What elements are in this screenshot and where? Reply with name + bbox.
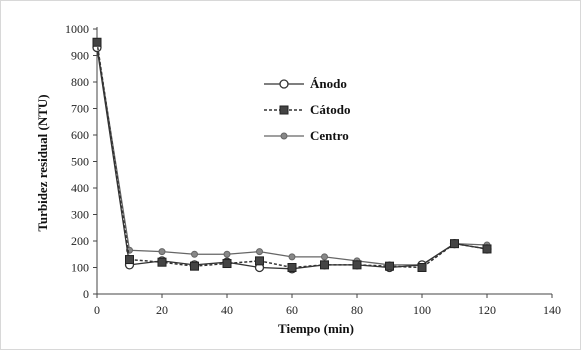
data-point (256, 248, 263, 256)
legend-marker (279, 105, 289, 115)
x-tick-label: 0 (94, 303, 100, 317)
x-tick-label: 140 (543, 303, 561, 317)
y-tick-label: 500 (71, 155, 89, 169)
y-tick-label: 600 (71, 128, 89, 142)
data-point (450, 239, 459, 249)
y-tick-label: 100 (71, 261, 89, 275)
legend-marker (280, 132, 288, 140)
legend-label: Centro (310, 128, 349, 143)
data-point (190, 261, 199, 271)
data-point (223, 250, 231, 258)
y-tick-label: 0 (83, 287, 89, 301)
data-point (321, 253, 328, 261)
x-tick-label: 80 (351, 303, 363, 317)
data-point (417, 263, 427, 272)
data-point (287, 263, 297, 272)
x-tick-label: 20 (156, 303, 168, 317)
data-point (222, 259, 232, 269)
y-tick-label: 700 (71, 102, 89, 116)
data-point (157, 257, 167, 267)
x-tick-label: 120 (478, 303, 496, 317)
axes: 0 100 200 300 400 500 600 700 800 900 1000 0 20 40 60 8… (65, 22, 561, 317)
legend: Ánodo Cátodo Centro (264, 76, 350, 143)
y-tick-label: 800 (71, 75, 89, 89)
data-point (320, 260, 329, 270)
y-tick-label: 1000 (65, 22, 89, 36)
data-point (385, 261, 394, 271)
y-axis-title: Turbidez residual (NTU) (35, 94, 50, 231)
series-layer (92, 37, 492, 274)
x-tick-label: 60 (286, 303, 298, 317)
y-tick-label: 300 (71, 208, 89, 222)
data-point (288, 253, 296, 261)
data-point (482, 244, 492, 254)
y-tick-label: 900 (71, 49, 89, 63)
x-axis-title: Tiempo (min) (278, 321, 354, 336)
data-point (352, 260, 362, 270)
legend-entry: Cátodo (264, 102, 350, 117)
data-point (191, 250, 198, 258)
y-tick-label: 400 (71, 181, 89, 195)
data-point (255, 256, 264, 266)
x-tick-label: 100 (413, 303, 431, 317)
legend-label: Ánodo (310, 76, 347, 91)
data-point (158, 248, 166, 256)
legend-entry: Ánodo (264, 76, 347, 91)
legend-marker (279, 79, 289, 89)
data-point (125, 255, 134, 265)
series-2 (92, 37, 492, 272)
y-tick-label: 200 (71, 234, 89, 248)
x-tick-label: 40 (221, 303, 233, 317)
legend-entry: Centro (264, 128, 349, 143)
data-point (92, 37, 102, 47)
legend-label: Cátodo (310, 102, 350, 117)
